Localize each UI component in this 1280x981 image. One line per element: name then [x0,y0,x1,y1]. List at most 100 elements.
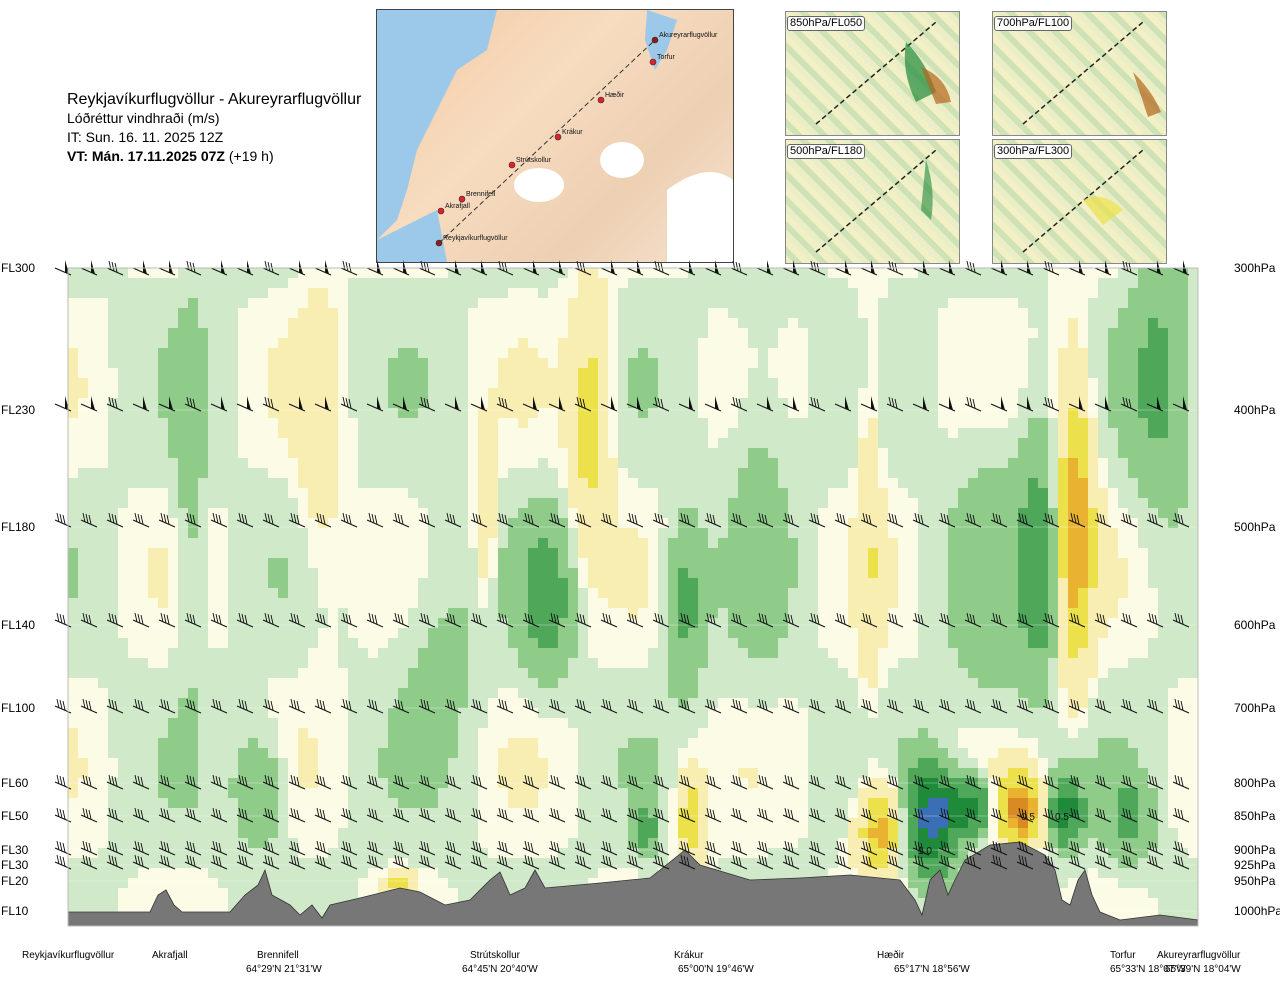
velocity-cell [378,598,388,608]
velocity-cell [1088,448,1098,458]
velocity-cell [538,338,548,348]
velocity-cell [538,308,548,318]
velocity-cell [1008,498,1018,508]
velocity-cell [508,638,518,648]
velocity-cell [1008,568,1018,578]
velocity-cell [428,288,438,298]
velocity-cell [1178,668,1188,678]
velocity-cell [1058,478,1068,488]
velocity-cell [428,408,438,418]
velocity-cell [618,458,628,468]
velocity-cell [888,288,898,298]
velocity-cell [798,348,808,358]
velocity-cell [348,608,358,618]
velocity-cell [278,288,288,298]
velocity-cell [638,398,648,408]
velocity-cell [308,528,318,538]
velocity-cell [688,598,698,608]
velocity-cell [848,528,858,538]
velocity-cell [188,558,198,568]
velocity-cell [608,548,618,558]
velocity-cell [638,598,648,608]
velocity-cell [858,628,868,638]
velocity-cell [998,568,1008,578]
velocity-cell [98,648,108,658]
velocity-cell [448,448,458,458]
velocity-cell [1048,588,1058,598]
velocity-cell [988,358,998,368]
velocity-cell [778,388,788,398]
velocity-cell [288,348,298,358]
velocity-cell [98,518,108,528]
velocity-cell [558,278,568,288]
velocity-cell [398,658,408,668]
velocity-cell [558,638,568,648]
velocity-cell [1018,538,1028,548]
velocity-cell [598,528,608,538]
velocity-cell [808,508,818,518]
velocity-cell [498,418,508,428]
velocity-cell [218,648,228,658]
velocity-cell [258,618,268,628]
velocity-cell [1118,538,1128,548]
velocity-cell [998,668,1008,678]
velocity-cell [248,428,258,438]
velocity-cell [318,558,328,568]
velocity-cell [438,548,448,558]
velocity-cell [998,688,1008,698]
velocity-cell [158,508,168,518]
velocity-cell [1128,678,1138,688]
velocity-cell [508,628,518,638]
velocity-cell [938,458,948,468]
velocity-cell [378,488,388,498]
velocity-cell [158,398,168,408]
velocity-cell [918,678,928,688]
velocity-cell [358,678,368,688]
velocity-cell [828,628,838,638]
velocity-cell [128,388,138,398]
velocity-cell [1068,618,1078,628]
velocity-cell [548,318,558,328]
velocity-cell [1178,628,1188,638]
velocity-cell [628,458,638,468]
velocity-cell [998,678,1008,688]
velocity-cell [628,598,638,608]
velocity-cell [938,268,948,278]
velocity-cell [578,328,588,338]
velocity-cell [118,278,128,288]
velocity-cell [698,688,708,698]
velocity-cell [568,608,578,618]
velocity-cell [598,638,608,648]
velocity-cell [998,408,1008,418]
velocity-cell [458,278,468,288]
velocity-cell [68,548,78,558]
velocity-cell [188,648,198,658]
velocity-cell [308,428,318,438]
velocity-cell [318,548,328,558]
velocity-cell [428,278,438,288]
velocity-cell [498,328,508,338]
minimap-700-svg [1022,21,1161,125]
velocity-cell [688,578,698,588]
velocity-cell [188,638,198,648]
velocity-cell [858,328,868,338]
velocity-cell [478,588,488,598]
velocity-cell [868,468,878,478]
velocity-cell [388,618,398,628]
velocity-cell [828,518,838,528]
velocity-cell [428,448,438,458]
velocity-cell [388,558,398,568]
velocity-cell [1098,548,1108,558]
velocity-cell [988,298,998,308]
velocity-cell [788,678,798,688]
velocity-cell [838,598,848,608]
velocity-cell [568,628,578,638]
velocity-cell [178,438,188,448]
velocity-cell [688,488,698,498]
velocity-cell [628,638,638,648]
velocity-cell [1008,288,1018,298]
velocity-cell [1178,428,1188,438]
velocity-cell [228,628,238,638]
velocity-cell [728,698,738,708]
velocity-cell [278,688,288,698]
